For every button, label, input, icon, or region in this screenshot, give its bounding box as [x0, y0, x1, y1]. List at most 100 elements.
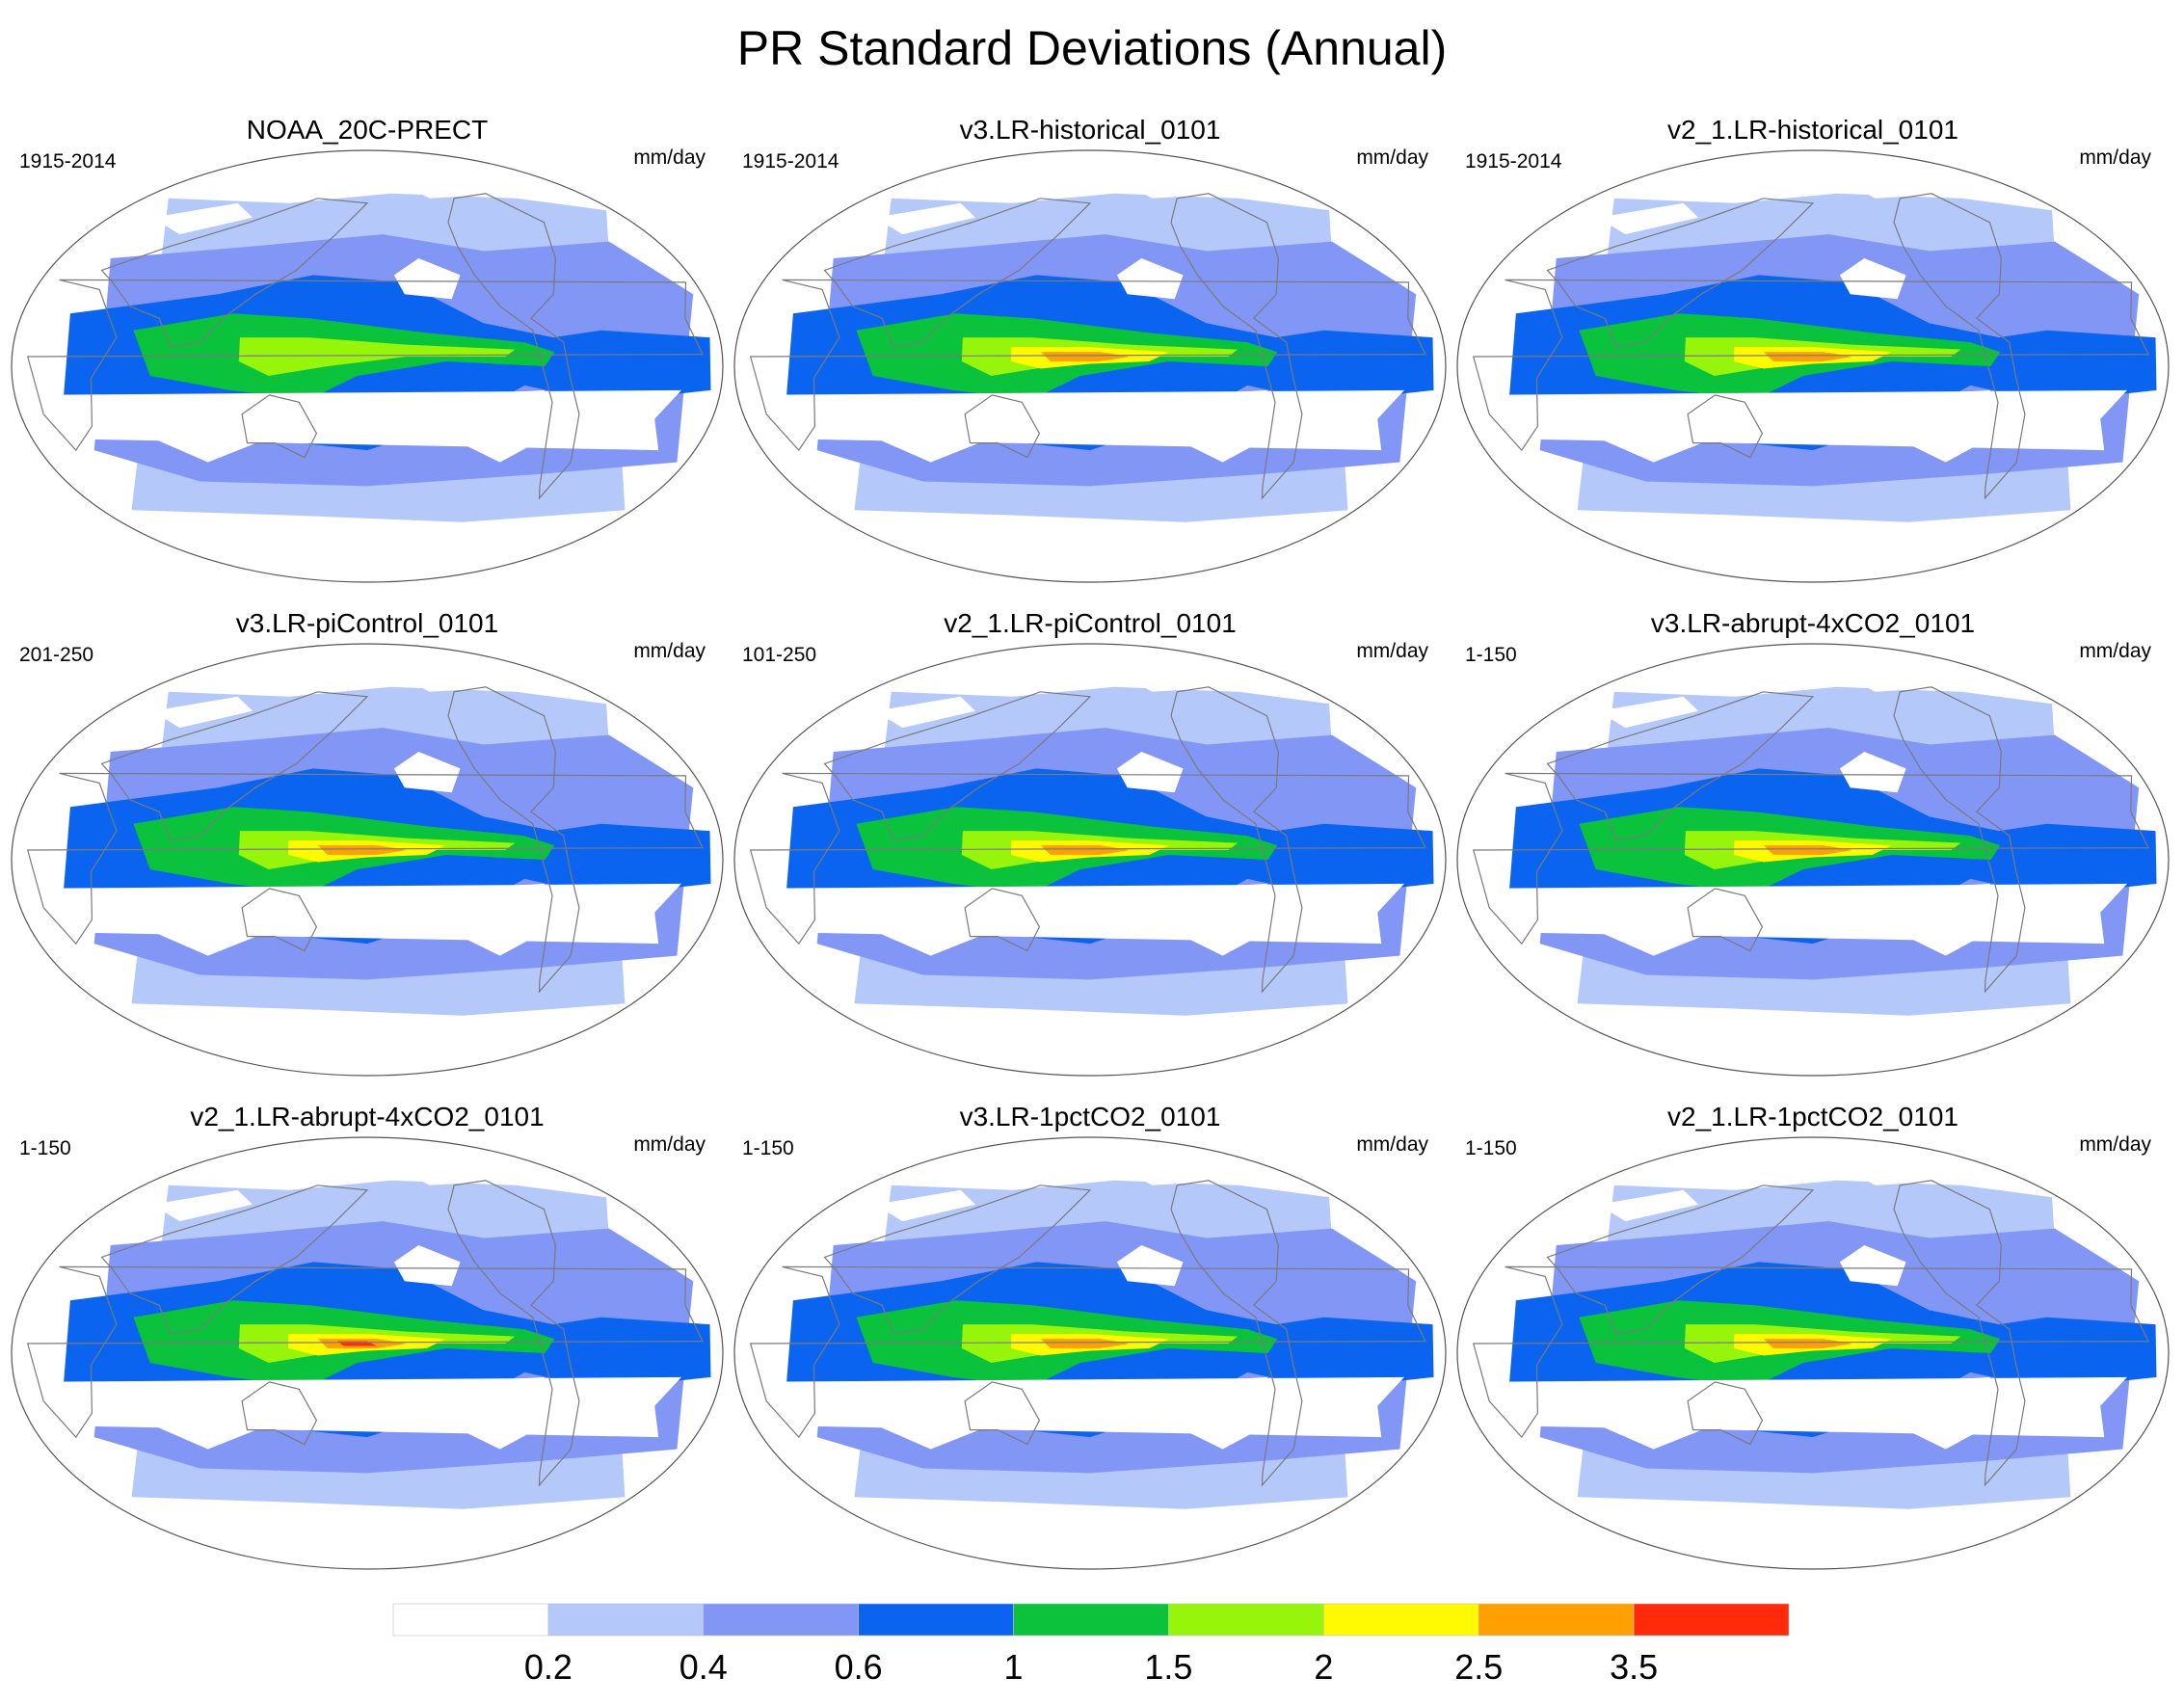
coastline — [749, 772, 1426, 945]
coastline — [1546, 1185, 1815, 1335]
panel-units: mm/day — [2079, 1133, 2151, 1156]
colorbar-label: 0.4 — [679, 1647, 728, 1687]
coastline — [241, 888, 318, 952]
map-border — [733, 149, 1447, 583]
panel-units: mm/day — [1356, 640, 1428, 662]
dry-region — [1839, 258, 1906, 300]
map-plot — [1456, 1136, 2170, 1570]
dry-region — [1830, 1142, 1956, 1185]
panel-units: mm/day — [633, 640, 706, 662]
colorbar-label: 1 — [1004, 1647, 1024, 1687]
contour-band — [1763, 352, 1852, 361]
coastline — [1546, 691, 1815, 841]
coastline — [1687, 394, 1764, 459]
panel-title: v3.LR-1pctCO2_0101 — [959, 1102, 1221, 1132]
dry-region — [152, 696, 253, 729]
panel-units: mm/day — [2079, 146, 2151, 169]
coastline — [241, 394, 318, 459]
dry-region — [393, 752, 461, 793]
dry-region — [152, 1189, 253, 1222]
dry-region — [875, 696, 976, 729]
colorbar-swatch — [703, 1603, 859, 1637]
dry-region — [1571, 1511, 1813, 1569]
coastline — [964, 1381, 1041, 1446]
panel-title: v2_1.LR-1pctCO2_0101 — [1667, 1102, 1958, 1132]
coastline — [749, 1265, 1426, 1439]
map-plot — [733, 1136, 1447, 1570]
map-panel: v3.LR-historical_0101 1915-2014 mm/day — [729, 114, 1452, 605]
coastline — [1687, 888, 1764, 952]
contour-band — [1763, 845, 1852, 855]
map-border — [11, 643, 724, 1077]
coastline — [823, 198, 1092, 348]
dry-region — [848, 524, 1090, 582]
dry-region — [848, 1511, 1090, 1569]
dry-region — [125, 1511, 367, 1569]
colorbar-label: 2 — [1314, 1647, 1333, 1687]
map-plot — [1456, 149, 2170, 583]
colorbar-swatch — [858, 1603, 1014, 1637]
coastline — [447, 193, 580, 500]
dry-region — [125, 524, 367, 582]
dry-region — [1839, 752, 1906, 793]
colorbar-swatch — [1478, 1603, 1635, 1637]
dry-region — [875, 1189, 976, 1222]
dry-region — [1571, 524, 1813, 582]
coastline — [100, 198, 369, 348]
map-plot — [733, 643, 1447, 1077]
coastline — [1546, 198, 1815, 348]
contour-band — [317, 845, 407, 855]
coastline — [1893, 193, 2026, 500]
dry-region — [1116, 752, 1184, 793]
coastline — [1170, 686, 1303, 994]
coastline — [1893, 686, 2026, 994]
dry-region — [1107, 1142, 1233, 1185]
dry-region — [848, 1018, 1090, 1076]
dry-region — [152, 1396, 256, 1450]
dry-region — [875, 409, 979, 463]
map-panel: v2_1.LR-1pctCO2_0101 1-150 mm/day — [1452, 1101, 2174, 1592]
dry-region — [385, 649, 510, 692]
contour-band — [1040, 352, 1130, 361]
colorbar-swatch — [1633, 1603, 1790, 1637]
coastline — [749, 279, 1426, 452]
colorbar-label: 3.5 — [1610, 1647, 1658, 1687]
panel-years: 101-250 — [742, 644, 817, 666]
contour-band — [1040, 1339, 1130, 1348]
panel-years: 1-150 — [1465, 644, 1517, 666]
colorbar-swatch — [392, 1603, 549, 1637]
coastline — [100, 1185, 369, 1335]
dry-region — [1598, 902, 1702, 956]
dry-region — [393, 1245, 461, 1287]
map-border — [733, 643, 1447, 1077]
panel-years: 1915-2014 — [742, 150, 839, 173]
dry-region — [1598, 696, 1699, 729]
colorbar-label: 0.6 — [835, 1647, 883, 1687]
coastline — [26, 772, 704, 945]
coastline — [964, 888, 1041, 952]
panel-years: 1915-2014 — [1465, 150, 1562, 173]
map-plot — [1456, 643, 2170, 1077]
dry-region — [875, 902, 979, 956]
panel-title: v3.LR-historical_0101 — [959, 115, 1221, 145]
panel-units: mm/day — [633, 1133, 706, 1156]
coastline — [823, 1185, 1092, 1335]
panel-title: v2_1.LR-piControl_0101 — [944, 608, 1237, 638]
panel-years: 1915-2014 — [19, 150, 117, 173]
map-border — [1456, 149, 2170, 583]
map-plot — [11, 643, 724, 1077]
dry-region — [1598, 409, 1702, 463]
coastline — [26, 1265, 704, 1439]
panel-title: v2_1.LR-abrupt-4xCO2_0101 — [190, 1102, 545, 1132]
dry-region — [1598, 1189, 1699, 1222]
dry-region — [1598, 202, 1699, 235]
dry-region — [152, 202, 253, 235]
colorbar-label: 2.5 — [1454, 1647, 1503, 1687]
panel-units: mm/day — [2079, 640, 2151, 662]
coastline — [1687, 1381, 1764, 1446]
map-border — [1456, 643, 2170, 1077]
coastline — [241, 1381, 318, 1446]
dry-region — [1116, 258, 1184, 300]
map-panel: v3.LR-1pctCO2_0101 1-150 mm/day — [729, 1101, 1452, 1592]
map-panel: v2_1.LR-historical_0101 1915-2014 mm/day — [1452, 114, 2174, 605]
